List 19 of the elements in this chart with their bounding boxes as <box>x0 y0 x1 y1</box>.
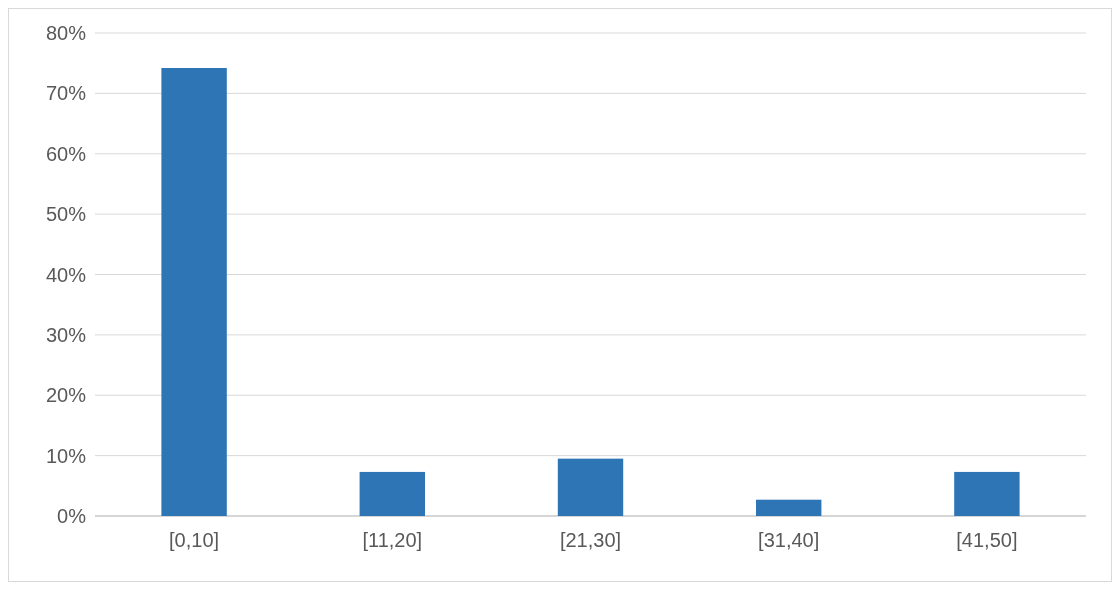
x-tick-label: [11,20] <box>362 529 423 551</box>
y-tick-label: 0% <box>57 505 87 527</box>
y-tick-label: 80% <box>45 22 87 44</box>
y-tick-label: 10% <box>45 444 87 467</box>
x-tick-label: [0,10] <box>169 529 220 551</box>
x-tick-label: [21,30] <box>559 529 622 551</box>
bar <box>557 458 624 516</box>
x-tick-label: [41,50] <box>956 529 1018 551</box>
x-tick-label: [31,40] <box>758 529 820 551</box>
y-tick-label: 70% <box>45 82 87 105</box>
bar <box>756 499 822 516</box>
y-tick-label: 30% <box>45 323 87 346</box>
y-tick-label: 60% <box>45 142 87 165</box>
y-tick-label: 20% <box>45 384 87 407</box>
bar <box>359 471 425 516</box>
bar <box>954 471 1020 516</box>
bar <box>161 68 227 516</box>
y-tick-label: 50% <box>45 203 87 226</box>
y-tick-label: 40% <box>45 263 87 286</box>
